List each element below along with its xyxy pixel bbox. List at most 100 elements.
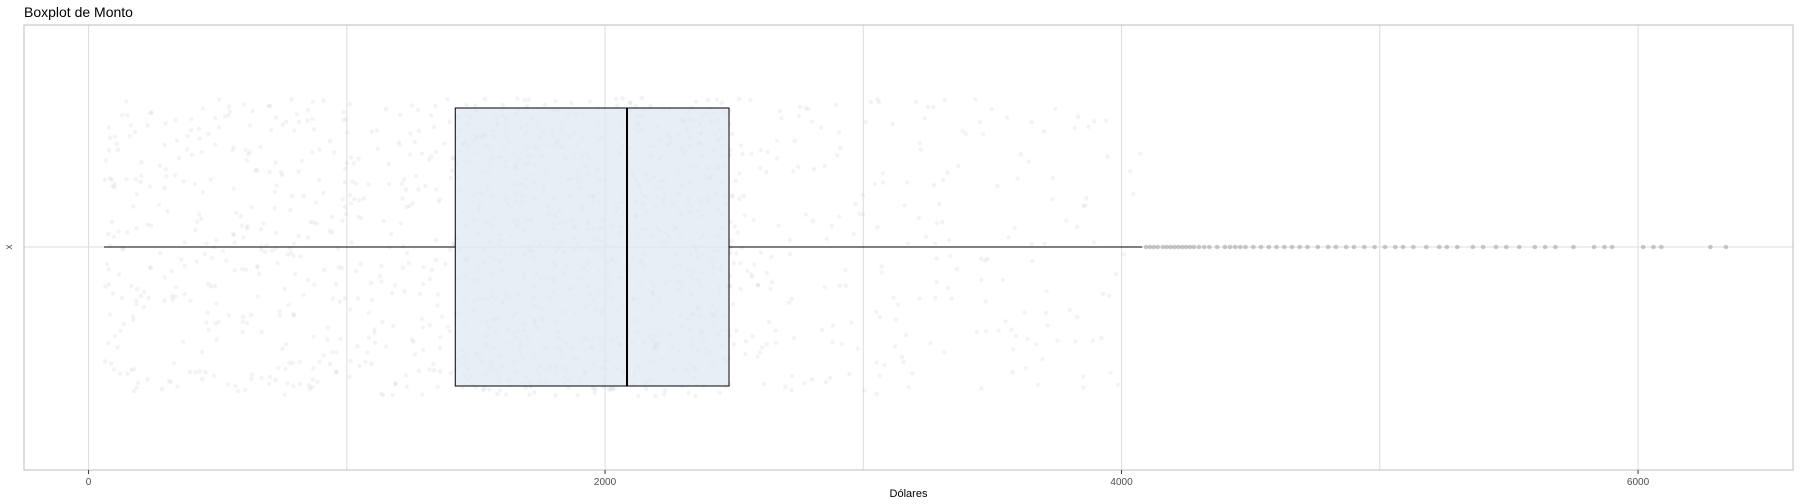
jitter-point [843,283,848,288]
outlier-point [1609,244,1615,250]
jitter-point [217,97,222,102]
jitter-point [412,140,417,145]
jitter-point [249,312,254,318]
jitter-point [279,172,285,178]
jitter-point [447,329,452,334]
jitter-point [327,138,333,144]
jitter-point [262,249,268,255]
jitter-point [231,232,237,238]
jitter-point [1116,382,1121,387]
jitter-point [182,291,187,297]
jitter-point [810,119,815,124]
jitter-point [181,179,186,184]
outlier-point [1591,244,1597,250]
jitter-point [179,257,184,262]
jitter-point [291,383,296,389]
jitter-point [383,107,389,112]
jitter-point [412,352,418,357]
jitter-point [162,275,167,280]
jitter-point [206,131,211,137]
jitter-point [311,127,317,132]
jitter-point [239,223,245,228]
jitter-point [314,221,319,226]
jitter-point [289,193,295,199]
jitter-point [847,372,852,377]
jitter-point [398,112,403,118]
outlier-point [1143,244,1149,250]
jitter-point [127,134,132,139]
jitter-point [427,276,433,282]
jitter-point [731,342,736,347]
jitter-point [256,271,262,277]
jitter-point [112,333,118,339]
jitter-point [118,328,123,333]
jitter-point [433,149,438,154]
outlier-point [1164,244,1169,250]
jitter-point [758,250,764,255]
outlier-point [1172,244,1177,250]
jitter-point [220,248,226,254]
jitter-point [750,334,755,339]
jitter-point [569,100,574,106]
outlier-point [1436,244,1442,250]
jitter-point [1042,241,1047,246]
jitter-point [408,131,413,136]
jitter-point [166,379,172,384]
outlier-point [1602,244,1607,250]
jitter-point [261,221,266,226]
jitter-point [620,96,625,101]
jitter-point [749,272,754,277]
jitter-point [344,161,350,166]
jitter-point [810,218,815,224]
jitter-point [131,367,137,372]
jitter-point [330,296,336,301]
jitter-point [109,361,114,366]
jitter-point [162,185,167,190]
jitter-point [112,185,117,190]
jitter-point [755,354,760,360]
jitter-point [918,147,924,152]
jitter-point [200,376,205,382]
jitter-point [292,128,297,133]
outlier-point [1232,244,1238,250]
jitter-point [880,171,885,176]
jitter-point [433,237,438,243]
jitter-point [925,104,931,110]
jitter-point [298,254,303,259]
jitter-point [334,350,339,355]
outlier-point [1201,244,1207,250]
jitter-point [226,113,231,118]
jitter-point [375,146,380,152]
jitter-point [791,168,796,174]
jitter-point [134,298,139,303]
jitter-point [226,382,231,387]
jitter-point [377,274,383,279]
jitter-point [946,237,952,243]
jitter-point [196,126,202,131]
jitter-point [320,190,326,196]
jitter-point [764,270,769,276]
jitter-point [204,241,209,246]
jitter-point [388,232,394,237]
jitter-point [211,373,217,379]
jitter-point [503,392,509,397]
jitter-point [138,179,143,184]
jitter-point [310,99,316,104]
jitter-point [355,296,361,301]
jitter-point [212,142,218,147]
jitter-point [230,147,235,153]
jitter-point [321,353,326,358]
jitter-point [250,108,255,114]
outlier-point [1393,244,1398,250]
jitter-point [246,151,251,157]
jitter-point [205,310,210,316]
jitter-point [106,231,111,236]
jitter-point [366,335,371,340]
jitter-point [1081,203,1086,209]
jitter-point [877,373,882,378]
jitter-point [275,260,280,266]
jitter-point [1064,218,1069,223]
jitter-point [730,131,735,137]
jitter-point [606,387,612,392]
jitter-point [311,334,316,339]
